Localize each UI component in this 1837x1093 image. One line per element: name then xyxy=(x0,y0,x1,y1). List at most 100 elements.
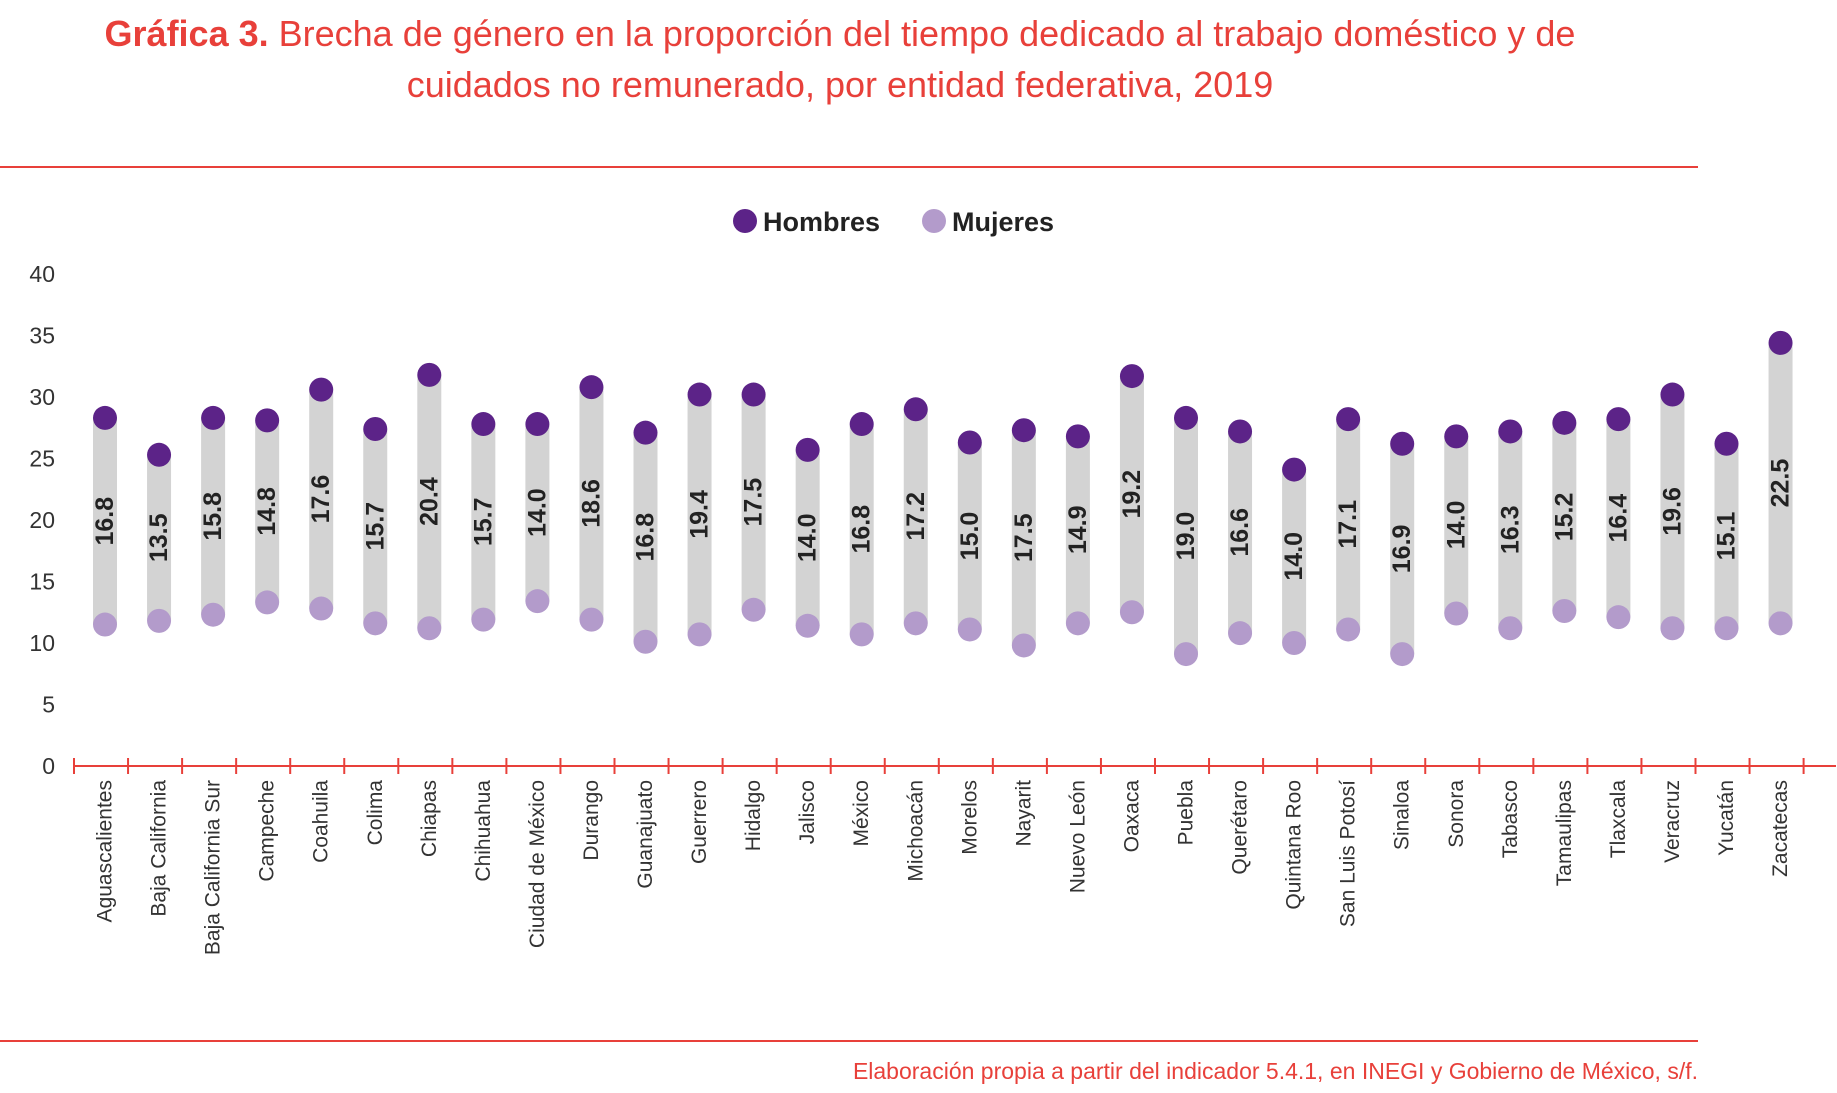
hombres-dot xyxy=(1011,418,1036,443)
mujeres-dot xyxy=(1660,616,1685,641)
x-category-label: Guerrero xyxy=(688,780,711,864)
title-line-2: cuidados no remunerado, por entidad fede… xyxy=(406,64,1274,106)
gap-bar xyxy=(1606,419,1631,618)
gap-value-label: 17.1 xyxy=(1334,500,1362,549)
gap-value-label: 15.2 xyxy=(1550,493,1578,542)
gap-value-label: 15.0 xyxy=(956,512,984,561)
hombres-dot xyxy=(147,442,172,467)
hombres-dot xyxy=(363,416,388,441)
x-category-label: Tamaulipas xyxy=(1553,780,1576,886)
x-category-label: Campeche xyxy=(256,780,279,882)
gap-bar xyxy=(1336,419,1361,630)
mujeres-dot xyxy=(1282,631,1307,655)
mujeres-dot xyxy=(795,613,820,638)
legend-label-mujeres: Mujeres xyxy=(952,207,1054,237)
x-category-label: Quintana Roo xyxy=(1283,780,1306,910)
mujeres-dot xyxy=(687,622,712,647)
x-category-label: Veracruz xyxy=(1661,780,1684,863)
mujeres-dot xyxy=(525,589,550,614)
bottom-divider xyxy=(0,1040,1698,1042)
gap-value-label: 16.8 xyxy=(632,513,660,562)
hombres-dot xyxy=(471,412,496,437)
mujeres-dot xyxy=(1768,611,1793,636)
hombres-dot xyxy=(741,382,766,407)
x-category-label: Sinaloa xyxy=(1391,780,1414,850)
legend-marker-mujeres xyxy=(922,209,946,233)
hombres-dot xyxy=(633,420,658,445)
gap-bar xyxy=(1714,443,1739,629)
hombres-dot xyxy=(201,405,226,430)
x-category-label: Nayarit xyxy=(1012,780,1035,847)
x-category-label: Chihuahua xyxy=(472,780,495,882)
gap-bar xyxy=(417,374,442,629)
gap-bar xyxy=(525,424,550,602)
mujeres-dot xyxy=(1336,617,1361,642)
gap-value-label: 14.0 xyxy=(1280,532,1308,581)
x-category-label: Chiapas xyxy=(418,780,441,857)
x-category-label: Tabasco xyxy=(1499,780,1522,858)
mujeres-dot xyxy=(1065,611,1090,636)
gap-bar xyxy=(1011,430,1036,646)
mujeres-dot xyxy=(1228,621,1253,646)
mujeres-dot xyxy=(93,612,117,637)
title-text-1: Brecha de género en la proporción del ti… xyxy=(268,13,1576,54)
hombres-dot xyxy=(1660,382,1685,407)
hombres-dot xyxy=(255,408,280,433)
x-category-label: Querétaro xyxy=(1229,780,1252,875)
gap-bar xyxy=(903,409,928,624)
mujeres-dot xyxy=(1174,642,1198,667)
mujeres-dot xyxy=(255,590,280,615)
dot-range-chart: Hombres Mujeres 0 5 10 15 20 25 30 35 40 16.8 13.5 15… xyxy=(29,207,1836,955)
x-category-label: México xyxy=(850,780,873,847)
source-note: Elaboración propia a partir del indicado… xyxy=(852,1058,1698,1084)
gap-bar xyxy=(633,432,658,642)
hombres-dot xyxy=(1336,407,1361,432)
gap-bar xyxy=(1282,469,1307,643)
gap-value-label: 15.7 xyxy=(469,498,497,547)
x-category-label: Baja California xyxy=(148,780,171,917)
hombres-dot xyxy=(1390,431,1415,456)
hombres-dot xyxy=(93,405,117,430)
gap-value-label: 20.4 xyxy=(415,477,443,526)
y-tick-label: 20 xyxy=(29,507,55,533)
gap-value-label: 15.1 xyxy=(1713,512,1741,561)
hombres-dot xyxy=(849,412,874,437)
hombres-dot xyxy=(1606,407,1631,432)
mujeres-dot xyxy=(633,629,658,654)
gap-bar xyxy=(1768,342,1793,624)
gap-bar xyxy=(255,420,280,603)
gap-value-label: 16.6 xyxy=(1226,508,1254,557)
mujeres-dot xyxy=(849,622,874,647)
mujeres-dot xyxy=(1390,642,1415,667)
gap-value-label: 15.7 xyxy=(361,502,389,551)
gap-value-label: 16.3 xyxy=(1496,506,1524,555)
gap-bar xyxy=(363,428,388,624)
gap-bar xyxy=(1390,443,1415,655)
gap-value-label: 17.2 xyxy=(902,492,930,541)
gap-bar xyxy=(687,394,712,635)
x-category-label: Morelos xyxy=(958,780,981,855)
x-category-label: Zacatecas xyxy=(1769,780,1792,877)
title-line-1: Gráfica 3. Brecha de género en la propor… xyxy=(0,8,1680,59)
mujeres-dot xyxy=(741,597,766,622)
gap-bar xyxy=(1660,394,1685,629)
chart-title: Gráfica 3. Brecha de género en la propor… xyxy=(0,8,1680,110)
gap-bar xyxy=(1119,376,1144,613)
gap-value-label: 14.0 xyxy=(1442,501,1470,550)
mujeres-dot xyxy=(1498,616,1523,641)
mujeres-dot xyxy=(201,602,226,627)
y-tick-label: 35 xyxy=(29,323,55,349)
gap-value-label: 13.5 xyxy=(145,513,173,562)
mujeres-dot xyxy=(579,607,604,632)
y-tick-label: 5 xyxy=(42,692,55,718)
hombres-dot xyxy=(309,377,334,402)
gap-bar xyxy=(201,417,226,615)
mujeres-dot xyxy=(471,607,496,632)
hombres-dot xyxy=(957,430,982,455)
x-category-label: Ciudad de México xyxy=(526,780,549,948)
hombres-dot xyxy=(1714,431,1739,456)
mujeres-dot xyxy=(147,608,172,633)
mujeres-dot xyxy=(1606,605,1631,630)
gap-value-label: 14.0 xyxy=(523,488,551,537)
x-category-label: Oaxaca xyxy=(1120,780,1143,853)
